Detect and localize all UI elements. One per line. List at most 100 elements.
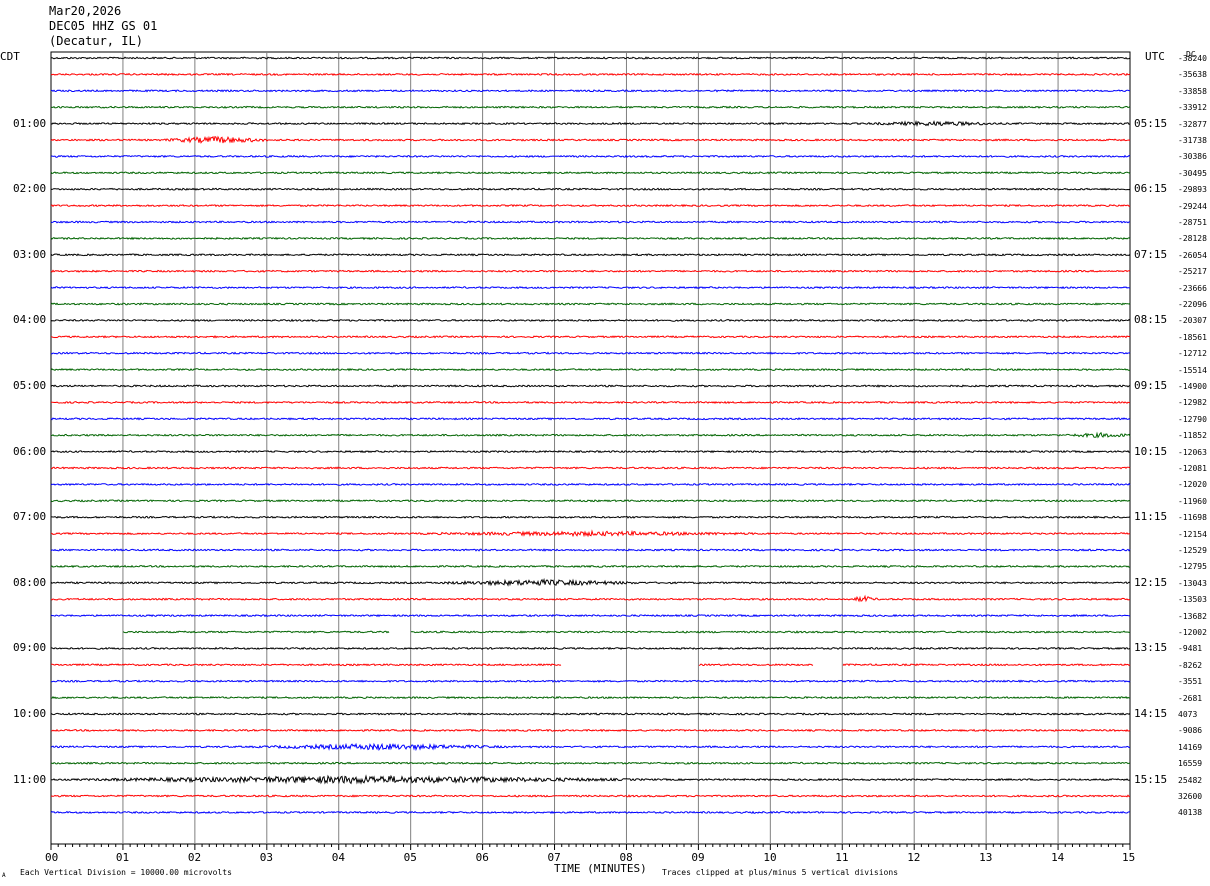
scale-note: Each Vertical Division = 10000.00 microv… xyxy=(20,868,232,877)
dc-offset: -9086 xyxy=(1178,726,1203,736)
dc-offset: 40138 xyxy=(1178,808,1203,818)
trace-40 xyxy=(50,712,1131,716)
trace-23 xyxy=(51,431,1131,439)
x-tick-label: 01 xyxy=(115,851,130,864)
trace-2 xyxy=(50,89,1131,93)
dc-offset: -14900 xyxy=(1178,382,1207,391)
dc-offset: -15514 xyxy=(1178,365,1207,375)
right-hour-label: 13:15 xyxy=(1134,641,1168,655)
dc-offset: -12982 xyxy=(1178,398,1207,408)
trace-43 xyxy=(50,761,1131,765)
trace-21 xyxy=(51,400,1131,405)
left-hour-label: 04:00 xyxy=(13,313,47,327)
dc-offset: -11698 xyxy=(1178,513,1207,523)
x-tick-label: 10 xyxy=(763,851,777,864)
dc-offset: -9481 xyxy=(1178,644,1203,654)
trace-14 xyxy=(50,285,1131,290)
right-axis-label: UTC xyxy=(1145,50,1165,63)
location-label: (Decatur, IL) xyxy=(49,34,143,48)
dc-offset: -12081 xyxy=(1178,464,1207,473)
dc-offset: -33858 xyxy=(1178,86,1207,96)
right-hour-label: 10:15 xyxy=(1134,444,1168,458)
dc-offset: -12020 xyxy=(1178,480,1207,490)
right-hour-label: 05:15 xyxy=(1134,116,1168,130)
x-tick-label: 11 xyxy=(835,851,849,864)
left-hour-label: 10:00 xyxy=(13,707,47,720)
right-hour-label: 07:15 xyxy=(1134,247,1168,261)
trace-39 xyxy=(50,695,1131,700)
trace-3 xyxy=(50,105,1131,109)
trace-25 xyxy=(50,466,1131,470)
trace-24 xyxy=(50,449,1131,454)
dc-offset: -12712 xyxy=(1178,349,1207,359)
trace-32 xyxy=(50,577,1131,587)
dc-offset: 25482 xyxy=(1178,775,1203,785)
left-hour-label: 05:00 xyxy=(13,379,47,392)
x-tick-label: 14 xyxy=(1051,851,1065,864)
station-label: DEC05 HHZ GS 01 xyxy=(49,19,158,33)
trace-0 xyxy=(50,56,1131,60)
dc-offset: -35638 xyxy=(1178,70,1207,80)
dc-offset: 4073 xyxy=(1178,710,1198,719)
trace-13 xyxy=(50,269,1131,273)
dc-offset: -3551 xyxy=(1178,677,1203,687)
left-hour-label: 08:00 xyxy=(13,575,47,589)
dc-offset: -2681 xyxy=(1178,693,1203,703)
trace-18 xyxy=(50,351,1131,355)
corner-mark: A xyxy=(2,872,6,879)
left-hour-label: 11:00 xyxy=(13,772,47,786)
trace-17 xyxy=(50,335,1131,339)
right-hour-label: 09:15 xyxy=(1134,379,1168,392)
left-hour-label: 09:00 xyxy=(13,641,47,655)
dc-offset: -28128 xyxy=(1178,234,1207,244)
dc-offset: -25217 xyxy=(1178,267,1207,277)
right-hour-label: 12:15 xyxy=(1134,575,1168,589)
x-tick-label: 09 xyxy=(691,851,705,864)
x-tick-label: 06 xyxy=(475,851,489,864)
dc-label: DC xyxy=(1186,50,1196,59)
trace-5 xyxy=(50,135,1131,144)
trace-35 xyxy=(122,630,1131,634)
dc-offset: -11960 xyxy=(1178,496,1207,506)
trace-27 xyxy=(50,499,1131,503)
trace-42 xyxy=(50,742,1131,752)
left-hour-label: 07:00 xyxy=(13,510,47,524)
trace-1 xyxy=(50,72,1131,77)
dc-offset: -31738 xyxy=(1178,136,1207,145)
x-tick-label: 12 xyxy=(907,851,921,864)
x-tick-label: 07 xyxy=(547,851,561,864)
trace-41 xyxy=(50,728,1131,733)
dc-offset: -26054 xyxy=(1178,250,1207,260)
trace-20 xyxy=(50,384,1131,388)
dc-offset: -12529 xyxy=(1178,546,1207,555)
trace-8 xyxy=(50,187,1131,191)
trace-29 xyxy=(50,529,1131,538)
trace-4 xyxy=(50,119,1131,127)
left-hour-label: 03:00 xyxy=(13,247,47,261)
dc-offset: -8262 xyxy=(1178,660,1203,670)
dc-offset: -23666 xyxy=(1178,283,1207,293)
date-label: Mar20,2026 xyxy=(49,4,122,18)
x-tick-label: 05 xyxy=(403,851,417,864)
dc-offset: -30495 xyxy=(1178,168,1207,178)
dc-offset: -13503 xyxy=(1178,595,1207,605)
dc-offset: -30386 xyxy=(1178,152,1207,162)
trace-28 xyxy=(51,515,1131,519)
right-hour-label: 11:15 xyxy=(1134,510,1168,524)
trace-45 xyxy=(50,794,1131,798)
left-axis-label: CDT xyxy=(0,50,20,63)
dc-offset: -11852 xyxy=(1178,431,1207,441)
trace-33 xyxy=(50,594,1131,603)
trace-31 xyxy=(50,564,1131,569)
trace-36 xyxy=(50,646,1131,651)
trace-19 xyxy=(50,367,1131,372)
x-axis-label: TIME (MINUTES) xyxy=(554,862,647,875)
dc-offset: -22096 xyxy=(1178,300,1207,309)
dc-offset: -12795 xyxy=(1178,562,1207,572)
dc-offset: 32600 xyxy=(1178,792,1203,801)
plot-frame xyxy=(50,51,1131,845)
dc-offset: -12154 xyxy=(1178,529,1207,539)
trace-9 xyxy=(50,203,1131,208)
dc-offset: -38240 xyxy=(1178,54,1207,63)
